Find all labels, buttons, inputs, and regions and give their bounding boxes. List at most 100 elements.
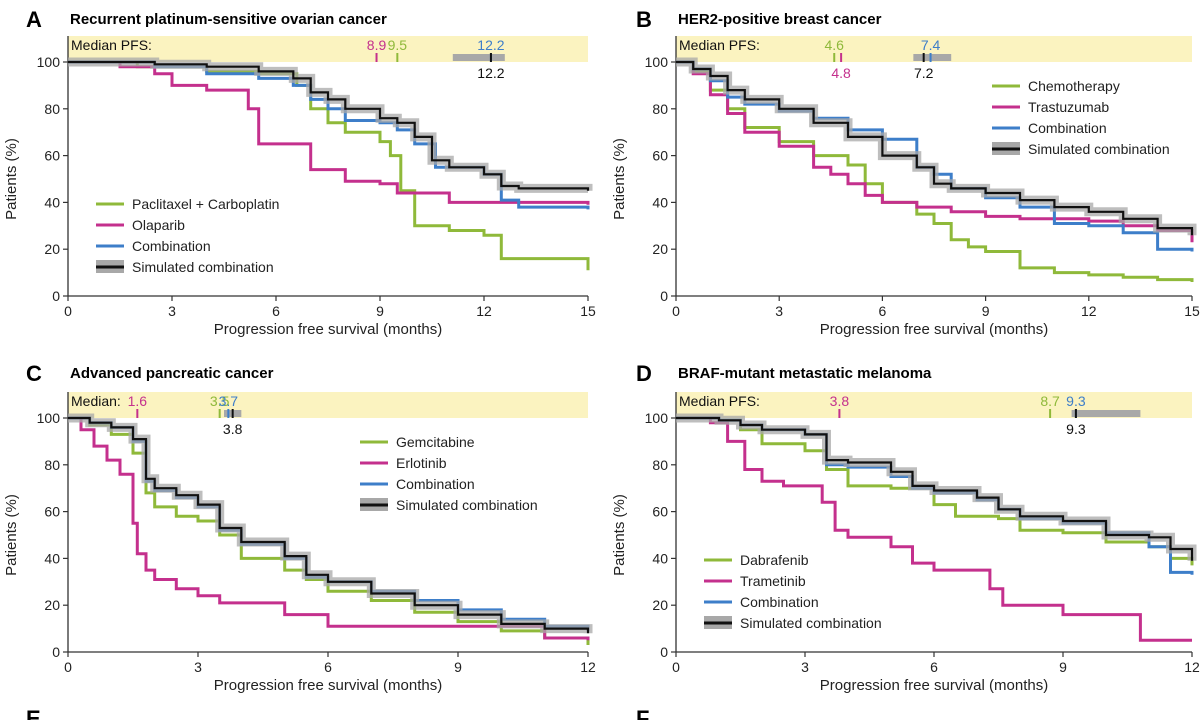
legend-label: Combination (396, 476, 475, 492)
x-axis-label: Progression free survival (months) (214, 321, 442, 338)
x-tick-label: 9 (454, 659, 462, 675)
y-tick-label: 20 (44, 597, 60, 613)
legend-label: Gemcitabine (396, 434, 475, 450)
x-tick-label: 6 (272, 303, 280, 319)
x-tick-label: 12 (476, 303, 492, 319)
y-tick-label: 20 (652, 597, 668, 613)
median-label: Median PFS: (679, 393, 760, 409)
median-label: Median PFS: (679, 37, 760, 53)
y-tick-label: 100 (37, 54, 61, 70)
median-value: 4.8 (831, 65, 851, 81)
y-axis-label: Patients (%) (611, 494, 628, 576)
series-line-trastuzumab (676, 60, 1194, 243)
median-value: 9.3 (1066, 421, 1086, 437)
legend-label: Erlotinib (396, 455, 447, 471)
y-tick-label: 80 (44, 457, 60, 473)
x-tick-label: 0 (672, 303, 680, 319)
y-tick-label: 60 (652, 148, 668, 164)
chart-title: Recurrent platinum-sensitive ovarian can… (70, 11, 387, 28)
y-tick-label: 0 (52, 288, 60, 304)
series-line-erlotinib (68, 416, 590, 641)
panel-letter-f: F (636, 706, 649, 720)
y-tick-label: 40 (652, 194, 668, 210)
x-tick-label: 3 (775, 303, 783, 319)
median-ci-bar (1071, 410, 1141, 417)
median-value: 7.4 (921, 37, 941, 53)
series-band-simulated-combination (68, 57, 593, 193)
series-line-olaparib (68, 60, 590, 205)
median-value: 3.7 (219, 393, 239, 409)
x-tick-label: 12 (580, 659, 596, 675)
y-tick-label: 100 (37, 410, 61, 426)
legend-label: Combination (1028, 120, 1107, 136)
median-ci-bar (913, 54, 952, 61)
y-tick-label: 80 (652, 457, 668, 473)
median-ci-bar (452, 54, 505, 61)
legend-label: Simulated combination (396, 497, 538, 513)
chart-title: Advanced pancreatic cancer (70, 365, 274, 382)
x-tick-label: 15 (580, 303, 596, 319)
y-tick-label: 60 (44, 148, 60, 164)
y-axis-label: Patients (%) (611, 138, 628, 220)
panel-letter: C (26, 361, 42, 386)
chart-title: BRAF-mutant metastatic melanoma (678, 365, 932, 382)
median-value: 1.6 (128, 393, 148, 409)
x-tick-label: 9 (1059, 659, 1067, 675)
x-tick-label: 3 (801, 659, 809, 675)
x-tick-label: 15 (1184, 303, 1200, 319)
x-axis-label: Progression free survival (months) (214, 677, 442, 694)
x-tick-label: 3 (194, 659, 202, 675)
chart-title: HER2-positive breast cancer (678, 11, 882, 28)
median-value: 12.2 (477, 65, 504, 81)
median-value: 9.3 (1066, 393, 1086, 409)
median-label: Median: (71, 393, 121, 409)
panel-letter-e: E (26, 706, 41, 720)
y-tick-label: 60 (44, 504, 60, 520)
legend-label: Paclitaxel + Carboplatin (132, 196, 279, 212)
series-line-trametinib (676, 416, 1192, 642)
median-label: Median PFS: (71, 37, 152, 53)
legend-label: Olaparib (132, 217, 185, 233)
median-strip (68, 392, 588, 418)
legend-label: Trametinib (740, 573, 806, 589)
median-value: 8.7 (1040, 393, 1060, 409)
y-tick-label: 0 (52, 644, 60, 660)
x-axis-label: Progression free survival (months) (820, 677, 1048, 694)
median-value: 3.5 (210, 393, 230, 409)
series-line-dabrafenib (676, 416, 1194, 566)
chart-panel-b: B HER2-positive breast cancer Median PFS: 4… (611, 7, 1200, 338)
median-value: 9.5 (388, 37, 408, 53)
x-axis-label: Progression free survival (months) (820, 321, 1048, 338)
y-tick-label: 80 (652, 101, 668, 117)
median-value: 8.9 (367, 37, 387, 53)
legend-label: Dabrafenib (740, 552, 809, 568)
panel-letter: B (636, 7, 652, 32)
y-tick-label: 40 (44, 550, 60, 566)
x-tick-label: 9 (982, 303, 990, 319)
panel-letter: D (636, 361, 652, 386)
legend-label: Trastuzumab (1028, 99, 1109, 115)
x-tick-label: 3 (168, 303, 176, 319)
x-tick-label: 0 (672, 659, 680, 675)
series-line-simulated-combination (68, 416, 590, 634)
x-tick-label: 6 (879, 303, 887, 319)
series-line-gemcitabine (68, 416, 590, 645)
legend-label: Chemotherapy (1028, 78, 1120, 94)
x-tick-label: 6 (324, 659, 332, 675)
x-tick-label: 9 (376, 303, 384, 319)
legend-label: Simulated combination (740, 615, 882, 631)
y-tick-label: 100 (645, 410, 669, 426)
legend-label: Combination (740, 594, 819, 610)
y-tick-label: 100 (645, 54, 669, 70)
series-line-simulated-combination (68, 60, 590, 191)
y-tick-label: 60 (652, 504, 668, 520)
median-value: 12.2 (477, 37, 504, 53)
y-tick-label: 20 (652, 241, 668, 257)
chart-panel-a: A Recurrent platinum-sensitive ovarian ca… (3, 7, 596, 338)
y-tick-label: 0 (660, 644, 668, 660)
panel-letter: A (26, 7, 42, 32)
x-tick-label: 6 (930, 659, 938, 675)
y-tick-label: 40 (652, 550, 668, 566)
x-tick-label: 0 (64, 659, 72, 675)
